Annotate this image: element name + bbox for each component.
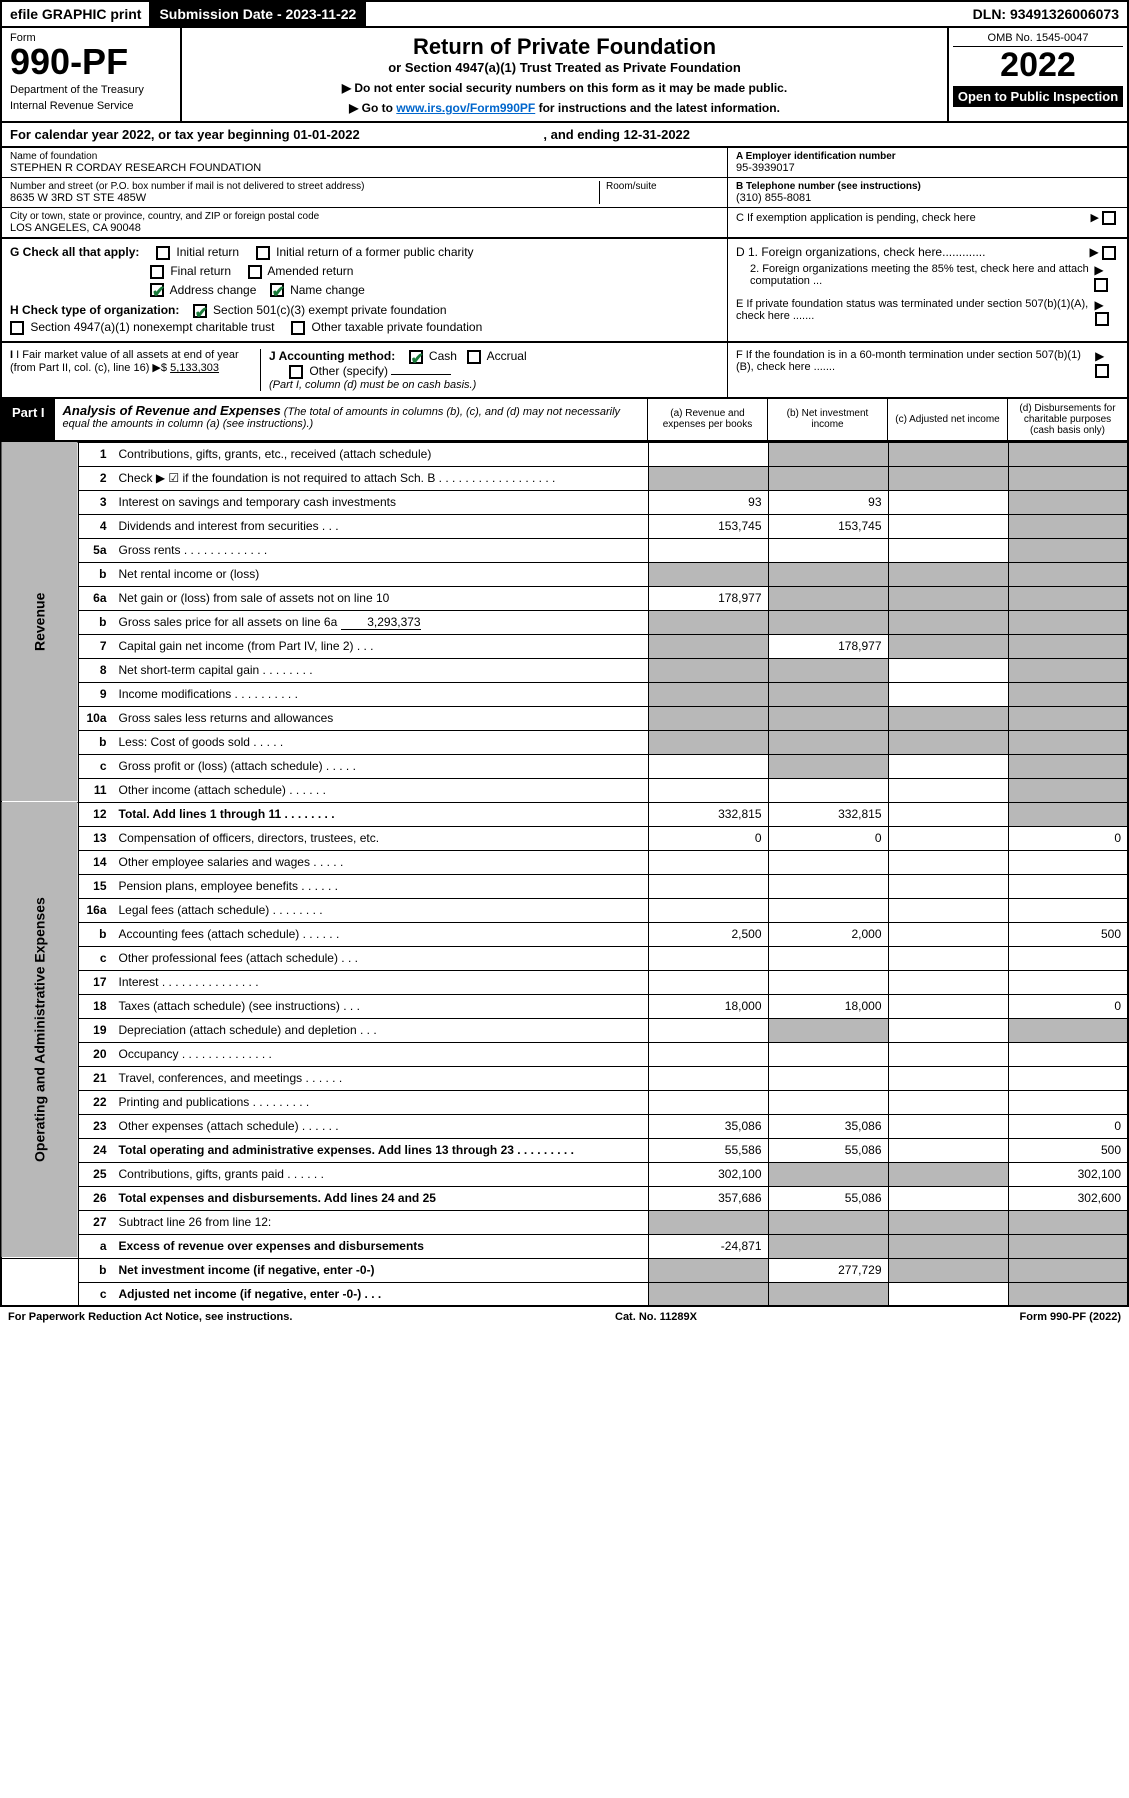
efile-label[interactable]: efile GRAPHIC print bbox=[2, 2, 149, 26]
page-footer: For Paperwork Reduction Act Notice, see … bbox=[0, 1307, 1129, 1327]
form-subtitle: or Section 4947(a)(1) Trust Treated as P… bbox=[192, 60, 937, 75]
form-ref: Form 990-PF (2022) bbox=[1020, 1311, 1121, 1323]
expenses-side-label: Operating and Administrative Expenses bbox=[1, 802, 79, 1258]
name-label: Name of foundation bbox=[10, 151, 719, 162]
ein-value: 95-3939017 bbox=[736, 162, 1119, 174]
j-accrual-checkbox[interactable] bbox=[467, 350, 481, 364]
f-label: F If the foundation is in a 60-month ter… bbox=[736, 349, 1095, 378]
room-label: Room/suite bbox=[606, 181, 719, 192]
form-title: Return of Private Foundation bbox=[192, 34, 937, 60]
g-amended-checkbox[interactable] bbox=[248, 265, 262, 279]
g-final-checkbox[interactable] bbox=[150, 265, 164, 279]
section-g-h-row: G Check all that apply: Initial return I… bbox=[0, 239, 1129, 343]
g-addr-change-checkbox[interactable] bbox=[150, 283, 164, 297]
revenue-side-label: Revenue bbox=[1, 442, 79, 802]
h-row: H Check type of organization: Section 50… bbox=[10, 303, 719, 318]
dept-treasury: Department of the Treasury bbox=[10, 84, 172, 96]
part1-label: Part I bbox=[2, 399, 55, 440]
submission-date: Submission Date - 2023-11-22 bbox=[149, 2, 366, 26]
section-i-j-f: I I Fair market value of all assets at e… bbox=[0, 343, 1129, 399]
foundation-name: STEPHEN R CORDAY RESEARCH FOUNDATION bbox=[10, 162, 719, 174]
e-label: E If private foundation status was termi… bbox=[736, 298, 1095, 327]
city-label: City or town, state or province, country… bbox=[10, 211, 719, 222]
g-initial-former-checkbox[interactable] bbox=[256, 246, 270, 260]
col-b-header: (b) Net investment income bbox=[767, 399, 887, 440]
e-checkbox[interactable] bbox=[1095, 312, 1109, 326]
col-d-header: (d) Disbursements for charitable purpose… bbox=[1007, 399, 1127, 440]
phone-value: (310) 855-8081 bbox=[736, 192, 1119, 204]
dept-irs: Internal Revenue Service bbox=[10, 100, 172, 112]
form-note2: ▶ Go to www.irs.gov/Form990PF for instru… bbox=[192, 101, 937, 115]
part1-title: Analysis of Revenue and Expenses bbox=[63, 403, 281, 418]
c-checkbox[interactable] bbox=[1102, 211, 1116, 225]
j-other-checkbox[interactable] bbox=[289, 365, 303, 379]
cat-number: Cat. No. 11289X bbox=[615, 1311, 697, 1323]
c-label: C If exemption application is pending, c… bbox=[736, 212, 976, 224]
j-cash-checkbox[interactable] bbox=[409, 350, 423, 364]
d1-checkbox[interactable] bbox=[1102, 246, 1116, 260]
col-c-header: (c) Adjusted net income bbox=[887, 399, 1007, 440]
phone-label: B Telephone number (see instructions) bbox=[736, 181, 1119, 192]
form-note1: ▶ Do not enter social security numbers o… bbox=[192, 81, 937, 95]
g-initial-checkbox[interactable] bbox=[156, 246, 170, 260]
addr-label: Number and street (or P.O. box number if… bbox=[10, 181, 599, 192]
h-other-checkbox[interactable] bbox=[291, 321, 305, 335]
g-name-change-checkbox[interactable] bbox=[270, 283, 284, 297]
irs-link[interactable]: www.irs.gov/Form990PF bbox=[396, 101, 535, 115]
open-inspection: Open to Public Inspection bbox=[953, 86, 1123, 107]
city-state-zip: LOS ANGELES, CA 90048 bbox=[10, 222, 719, 234]
h-4947-checkbox[interactable] bbox=[10, 321, 24, 335]
dln-label: DLN: 93491326006073 bbox=[965, 2, 1127, 26]
d1-label: D 1. Foreign organizations, check here..… bbox=[736, 245, 985, 260]
fmv-value: 5,133,303 bbox=[170, 362, 219, 374]
f-checkbox[interactable] bbox=[1095, 364, 1109, 378]
part1-header: Part I Analysis of Revenue and Expenses … bbox=[0, 399, 1129, 442]
top-bar: efile GRAPHIC print Submission Date - 20… bbox=[0, 0, 1129, 28]
form-header: Form 990-PF Department of the Treasury I… bbox=[0, 28, 1129, 123]
header-center: Return of Private Foundation or Section … bbox=[182, 28, 947, 121]
d2-checkbox[interactable] bbox=[1094, 278, 1108, 292]
ein-label: A Employer identification number bbox=[736, 151, 1119, 162]
omb-number: OMB No. 1545-0047 bbox=[953, 32, 1123, 47]
header-right: OMB No. 1545-0047 2022 Open to Public In… bbox=[947, 28, 1127, 121]
tax-year: 2022 bbox=[953, 47, 1123, 84]
calendar-year-row: For calendar year 2022, or tax year begi… bbox=[0, 123, 1129, 148]
street-address: 8635 W 3RD ST STE 485W bbox=[10, 192, 599, 204]
info-block: Name of foundation STEPHEN R CORDAY RESE… bbox=[0, 148, 1129, 239]
h-501c3-checkbox[interactable] bbox=[193, 304, 207, 318]
paperwork-notice: For Paperwork Reduction Act Notice, see … bbox=[8, 1311, 292, 1323]
form-number: 990-PF bbox=[10, 44, 172, 80]
g-row: G Check all that apply: Initial return I… bbox=[10, 245, 719, 260]
d2-label: 2. Foreign organizations meeting the 85%… bbox=[736, 263, 1094, 292]
part1-table: Revenue 1Contributions, gifts, grants, e… bbox=[0, 442, 1129, 1308]
col-a-header: (a) Revenue and expenses per books bbox=[647, 399, 767, 440]
header-left: Form 990-PF Department of the Treasury I… bbox=[2, 28, 182, 121]
